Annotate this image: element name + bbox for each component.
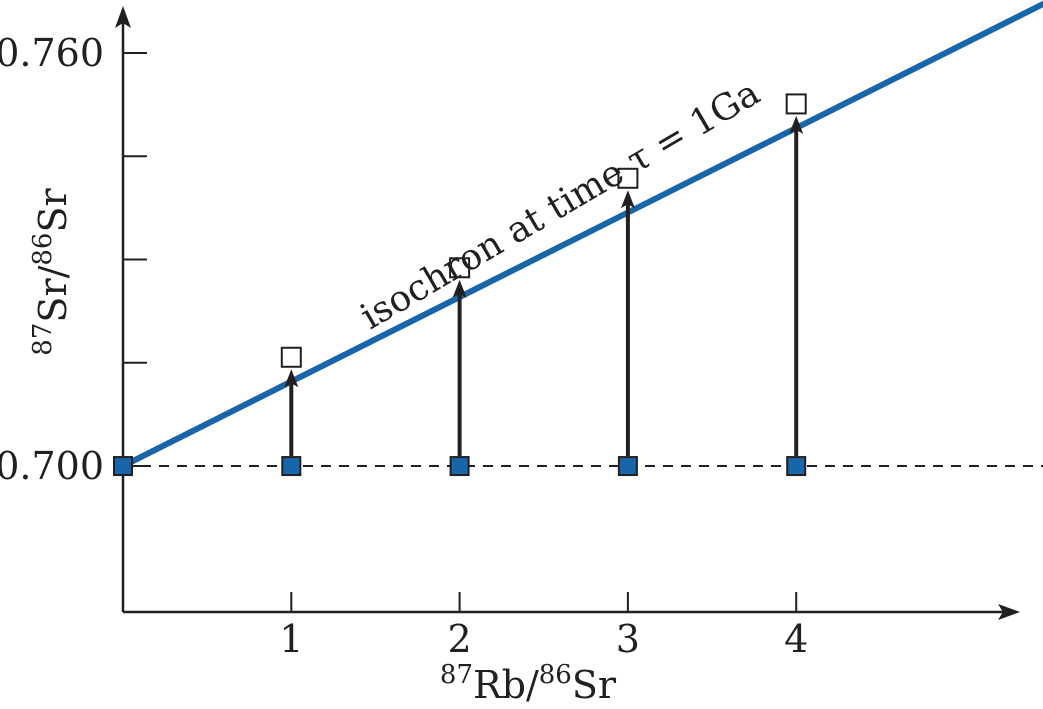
x-axis-arrowhead (998, 604, 1020, 620)
initial-point-4 (617, 456, 638, 477)
arrow-head-3 (620, 190, 635, 209)
x-axis-label: 87Rb/86Sr (440, 660, 617, 707)
isochron-point-3 (617, 167, 639, 189)
y-tick-label-0: 0.700 (0, 444, 104, 488)
isochron-point-4 (785, 93, 807, 115)
x-tick-label-4: 4 (784, 617, 808, 661)
y-axis-label: 87Sr/86Sr (28, 187, 75, 355)
initial-point-2 (281, 456, 302, 477)
x-axis-label-sup1: 87 (440, 660, 473, 690)
y-axis-label-sup2: 86 (28, 233, 58, 266)
initial-point-3 (449, 456, 470, 477)
arrow-head-4 (789, 115, 804, 134)
isochron-annotation: isochron at time τ = 1Ga (354, 72, 767, 338)
isochron-point-1 (280, 346, 302, 368)
x-axis-label-sup2: 86 (539, 660, 572, 690)
isochron-point-2 (449, 257, 471, 279)
arrow-head-1 (284, 369, 299, 388)
y-axis-label-base1: Sr/ (31, 265, 75, 322)
x-axis-label-base1: Rb/ (473, 663, 539, 707)
x-tick-label-2: 2 (448, 617, 472, 661)
initial-point-5 (786, 456, 807, 477)
x-tick-label-3: 3 (616, 617, 640, 661)
x-tick-label-1: 1 (279, 617, 303, 661)
y-axis-label-sup1: 87 (28, 323, 58, 356)
isochron-line (121, 0, 1043, 469)
initial-point-1 (113, 456, 133, 477)
y-tick-label-4: 0.760 (0, 31, 104, 75)
y-axis-label-base2: Sr (31, 187, 75, 232)
y-axis-arrowhead (115, 6, 131, 28)
arrow-head-2 (452, 279, 467, 298)
x-axis-label-base2: Sr (572, 663, 617, 707)
